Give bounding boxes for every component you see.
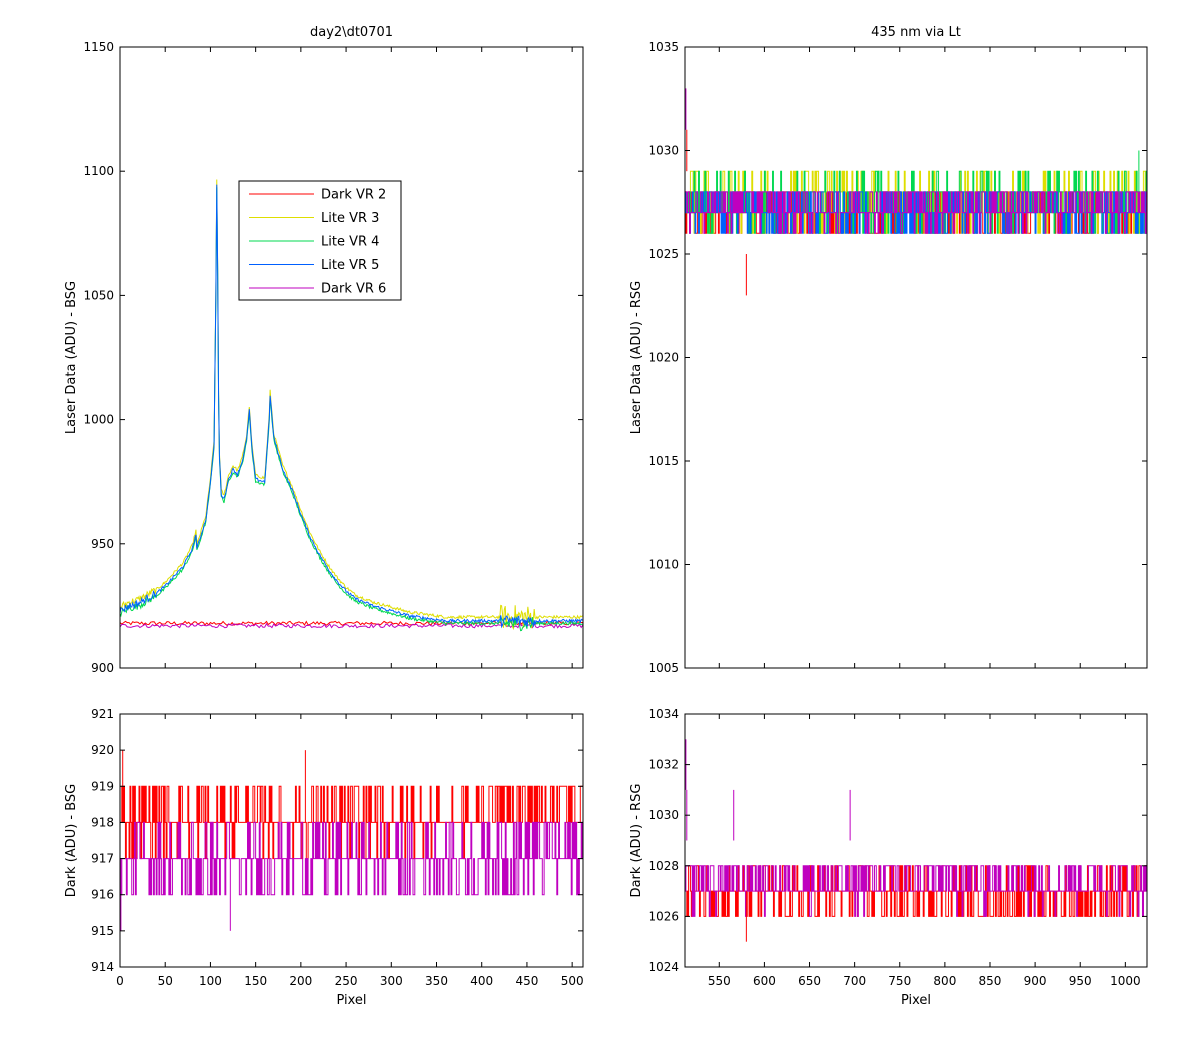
y-tick-label: 1050 — [83, 288, 114, 302]
chart-title: day2\dt0701 — [310, 25, 393, 40]
y-tick-label: 1026 — [648, 909, 679, 923]
x-tick-label: 550 — [708, 974, 731, 988]
y-axis-label: Laser Data (ADU) - RSG — [629, 281, 644, 435]
x-tick-label: 150 — [244, 974, 267, 988]
series-line-dark-vr-2 — [685, 865, 1147, 917]
legend-entry-label: Dark VR 2 — [321, 188, 386, 203]
series-line-lite-vr-5 — [120, 184, 583, 629]
x-tick-label: 950 — [1069, 974, 1092, 988]
series-line-lite-vr-4 — [120, 187, 583, 632]
x-tick-label: 0 — [116, 974, 124, 988]
x-axis-label: Pixel — [901, 993, 931, 1008]
x-tick-label: 500 — [561, 974, 584, 988]
y-tick-label: 917 — [91, 852, 114, 866]
x-tick-label: 50 — [158, 974, 173, 988]
y-tick-label: 1035 — [648, 40, 679, 54]
y-tick-label: 921 — [91, 707, 114, 721]
x-tick-label: 450 — [515, 974, 538, 988]
y-axis-label: Dark (ADU) - BSG — [64, 784, 79, 898]
chart-title: 435 nm via Lt — [871, 25, 961, 40]
series-line-dark-vr-6 — [120, 821, 583, 896]
subplot-br: 550 600 650 700 750 800 850 900 950 1000 1024 1026 1… — [629, 707, 1148, 1008]
legend-entry-label: Lite VR 5 — [321, 258, 379, 273]
subplot-tl: 900 950 1000 1050 1100 1150 day2\dt0701 Laser D… — [64, 25, 584, 675]
y-tick-label: 1030 — [648, 144, 679, 158]
x-tick-label: 800 — [933, 974, 956, 988]
y-tick-label: 920 — [91, 743, 114, 757]
x-tick-label: 900 — [1024, 974, 1047, 988]
plot-area — [120, 750, 583, 931]
axes-box — [119, 46, 584, 669]
y-axis-label: Dark (ADU) - RSG — [629, 784, 644, 898]
y-tick-label: 950 — [91, 537, 114, 551]
y-axis-label: Laser Data (ADU) - BSG — [64, 281, 79, 434]
y-tick-label: 1100 — [83, 164, 114, 178]
y-tick-label: 1010 — [648, 558, 679, 572]
y-tick-label: 916 — [91, 888, 114, 902]
legend-entry-label: Lite VR 4 — [321, 235, 379, 250]
x-tick-label: 700 — [843, 974, 866, 988]
y-tick-label: 1150 — [83, 40, 114, 54]
axes-box — [684, 46, 1148, 669]
y-tick-label: 1024 — [648, 960, 679, 974]
y-tick-label: 918 — [91, 815, 114, 829]
legend-entry-label: Lite VR 3 — [321, 211, 379, 226]
y-tick-label: 919 — [91, 779, 114, 793]
subplot-tr: 1005 1010 1015 1020 1025 1030 1035 435 nm via L… — [629, 25, 1148, 675]
series-line-dark-vr-6 — [685, 865, 1147, 917]
y-tick-label: 1000 — [83, 413, 114, 427]
subplot-bl: 0 50 100 150 200 250 300 350 400 450 500 914 915 916 9… — [64, 707, 584, 1008]
series-line-dark-vr-6 — [685, 191, 1147, 234]
plot-area — [685, 739, 1147, 942]
x-tick-label: 300 — [380, 974, 403, 988]
x-tick-label: 750 — [888, 974, 911, 988]
y-tick-label: 1032 — [648, 758, 679, 772]
x-tick-label: 600 — [753, 974, 776, 988]
y-tick-label: 915 — [91, 924, 114, 938]
x-tick-label: 250 — [335, 974, 358, 988]
y-tick-label: 1034 — [648, 707, 679, 721]
x-tick-label: 850 — [979, 974, 1002, 988]
x-tick-label: 350 — [425, 974, 448, 988]
axes-box — [119, 713, 584, 968]
y-tick-label: 1005 — [648, 661, 679, 675]
y-tick-label: 900 — [91, 661, 114, 675]
axes-box — [684, 713, 1148, 968]
series-line-lite-vr-3 — [120, 179, 583, 631]
y-tick-label: 1020 — [648, 351, 679, 365]
x-tick-label: 200 — [289, 974, 312, 988]
y-tick-label: 1015 — [648, 454, 679, 468]
y-tick-label: 1025 — [648, 247, 679, 261]
y-tick-label: 914 — [91, 960, 114, 974]
x-tick-label: 650 — [798, 974, 821, 988]
x-axis-label: Pixel — [336, 993, 366, 1008]
x-tick-label: 400 — [470, 974, 493, 988]
y-tick-label: 1028 — [648, 859, 679, 873]
plot-area — [685, 88, 1147, 296]
y-tick-label: 1030 — [648, 808, 679, 822]
x-tick-label: 100 — [199, 974, 222, 988]
plot-area — [120, 179, 583, 632]
legend: Dark VR 2 Lite VR 3 Lite VR 4 Lite VR 5 Dark… — [238, 180, 402, 301]
x-tick-label: 1000 — [1110, 974, 1141, 988]
legend-entry-label: Dark VR 6 — [321, 282, 386, 297]
